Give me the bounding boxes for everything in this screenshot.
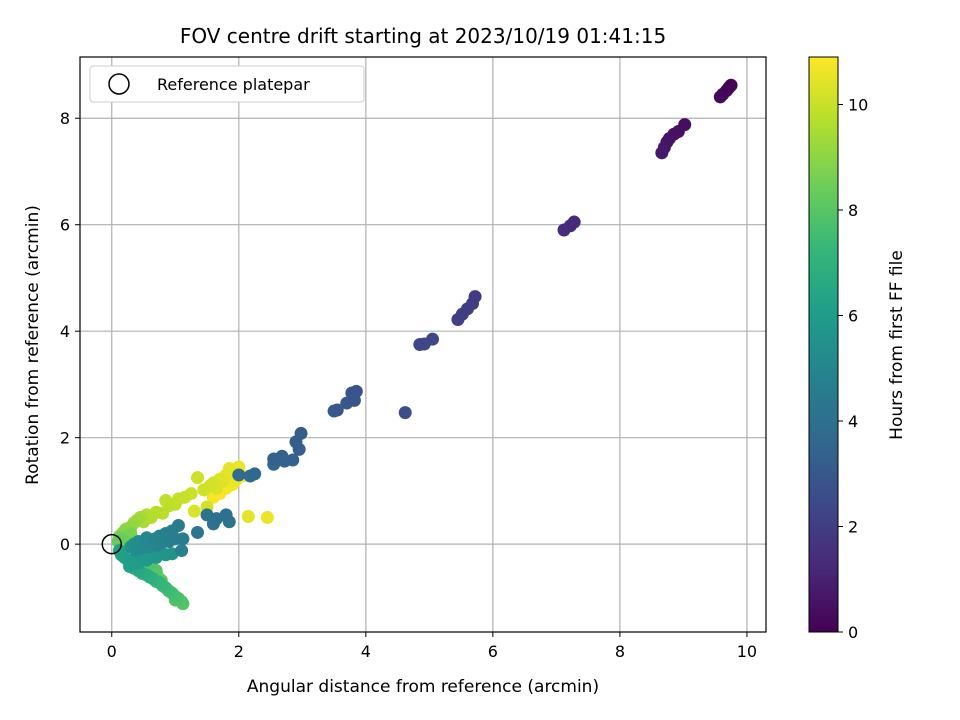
y-axis-ticks: 0 2 4 6 8 bbox=[60, 109, 80, 554]
data-point bbox=[398, 406, 412, 420]
data-point bbox=[426, 332, 440, 346]
colorbar-tick-label: 4 bbox=[848, 412, 858, 431]
data-point bbox=[678, 118, 692, 132]
data-point bbox=[232, 468, 246, 482]
data-point bbox=[724, 78, 738, 92]
data-point bbox=[294, 426, 308, 440]
data-point bbox=[219, 508, 233, 522]
data-points bbox=[111, 78, 738, 611]
y-tick-label: 4 bbox=[60, 322, 70, 341]
data-point bbox=[191, 525, 205, 539]
data-point bbox=[241, 509, 255, 523]
data-point bbox=[275, 449, 289, 463]
data-point bbox=[197, 483, 211, 497]
x-tick-label: 10 bbox=[737, 642, 757, 661]
chart-title: FOV centre drift starting at 2023/10/19 … bbox=[180, 24, 666, 48]
colorbar-tick-label: 10 bbox=[848, 95, 868, 114]
colorbar: 0 2 4 6 8 10 Hours from first FF file bbox=[808, 56, 907, 642]
data-point bbox=[191, 471, 205, 485]
colorbar-ticks: 0 2 4 6 8 10 bbox=[838, 95, 868, 642]
colorbar-gradient bbox=[808, 56, 839, 633]
y-axis-label: Rotation from reference (arcmin) bbox=[23, 205, 43, 485]
legend-entry-label: Reference platepar bbox=[157, 75, 310, 94]
y-tick-label: 0 bbox=[60, 535, 70, 554]
y-tick-label: 6 bbox=[60, 216, 70, 235]
plot-frame bbox=[79, 56, 767, 633]
data-point bbox=[349, 384, 363, 398]
data-point bbox=[187, 504, 201, 518]
colorbar-tick-label: 6 bbox=[848, 306, 858, 325]
colorbar-tick-label: 0 bbox=[848, 623, 858, 642]
data-point bbox=[468, 290, 482, 304]
data-point bbox=[286, 453, 300, 467]
colorbar-label: Hours from first FF file bbox=[887, 250, 907, 440]
data-point bbox=[567, 215, 581, 229]
data-point bbox=[260, 511, 274, 525]
x-axis-ticks: 0 2 4 6 8 10 bbox=[107, 632, 757, 661]
legend-marker bbox=[108, 73, 130, 95]
data-point bbox=[248, 467, 262, 481]
x-tick-label: 6 bbox=[488, 642, 498, 661]
colorbar-tick-label: 8 bbox=[848, 201, 858, 220]
y-tick-label: 2 bbox=[60, 429, 70, 448]
x-tick-label: 2 bbox=[234, 642, 244, 661]
legend: Reference platepar bbox=[89, 65, 365, 103]
grid-lines bbox=[80, 57, 766, 632]
data-point bbox=[176, 532, 190, 546]
reference-platepar-marker bbox=[101, 533, 123, 555]
data-point bbox=[330, 403, 344, 417]
data-point bbox=[175, 544, 189, 558]
x-axis-label: Angular distance from reference (arcmin) bbox=[247, 677, 599, 697]
x-tick-label: 4 bbox=[361, 642, 371, 661]
colorbar-tick-label: 2 bbox=[848, 517, 858, 536]
y-tick-label: 8 bbox=[60, 109, 70, 128]
x-tick-label: 0 bbox=[107, 642, 117, 661]
x-tick-label: 8 bbox=[615, 642, 625, 661]
data-point bbox=[171, 519, 185, 533]
reference-marker bbox=[101, 533, 123, 555]
legend-box bbox=[89, 65, 365, 103]
